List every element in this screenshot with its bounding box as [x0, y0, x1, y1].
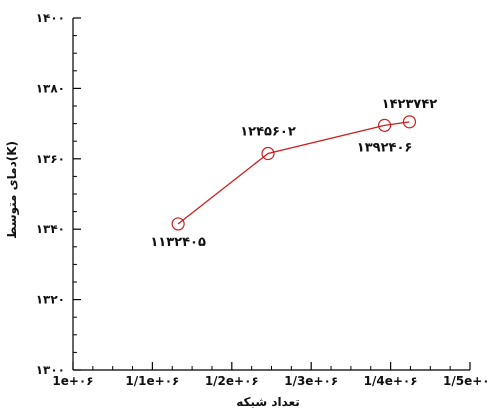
data-point-marker: [402, 115, 417, 129]
series-layer: [171, 115, 417, 231]
labels-layer: ۱۱۳۲۴۰۵ ۱۲۴۵۶۰۲ ۱۳۹۲۴۰۶ ۱۴۲۳۷۴۲: [150, 97, 437, 250]
y-tick-label: ۱۳۰۰: [36, 363, 65, 377]
y-tick-label: ۱۳۴۰: [36, 222, 65, 236]
x-tick-label: 1e+۰۶: [52, 374, 93, 388]
data-point-label: ۱۴۲۳۷۴۲: [382, 97, 438, 112]
data-point-label: ۱۱۳۲۴۰۵: [150, 235, 206, 250]
y-tick-label: ۱۳۲۰: [36, 293, 65, 307]
data-point-label: ۱۲۴۵۶۰۲: [240, 125, 296, 140]
series-line: [177, 121, 410, 225]
data-point-label: ۱۳۹۲۴۰۶: [357, 140, 413, 155]
x-tick-label: 1/5e+۰۶: [443, 374, 487, 388]
x-tick-label: 1/2e+۰۶: [205, 374, 259, 388]
data-point-marker: [171, 217, 185, 231]
data-point-marker: [377, 118, 392, 132]
x-tick-label: 1/3e+۰۶: [284, 374, 338, 388]
data-point-marker: [261, 146, 275, 161]
x-tick-label: 1/1e+۰۶: [125, 374, 179, 388]
x-axis-title: تعداد شبکه: [236, 395, 300, 409]
axes: ۱۳۰۰ ۱۳۲۰ ۱۳۴۰ ۱۳۶۰ ۱۳۸۰ ۱۴۰۰ 1e+۰۶ 1/1e+۰۶ 1/2e…: [36, 11, 487, 388]
y-tick-label: ۱۴۰۰: [36, 11, 65, 25]
y-axis-title: دمای متوسط(K): [5, 141, 20, 239]
y-tick-label: ۱۳۸۰: [36, 81, 65, 95]
x-tick-label: 1/4e+۰۶: [364, 374, 418, 388]
y-tick-label: ۱۳۶۰: [36, 152, 65, 166]
